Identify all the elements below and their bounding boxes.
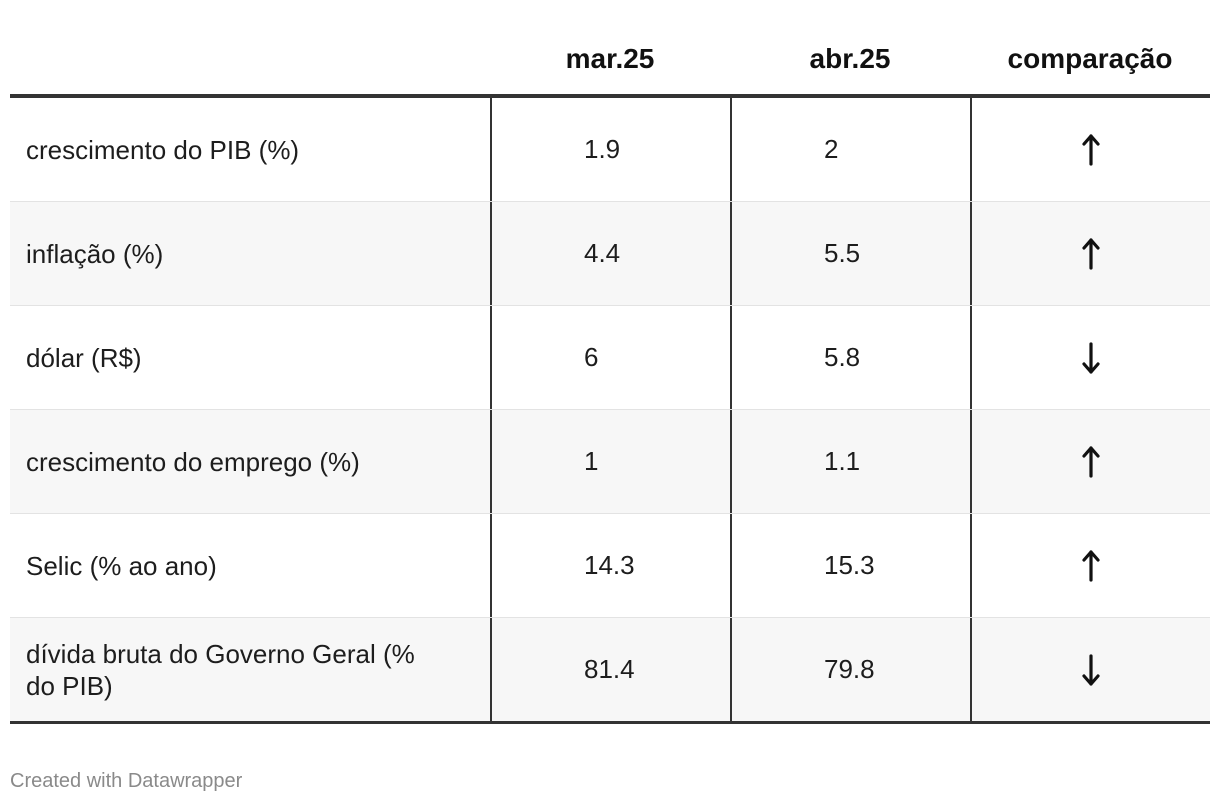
header-label-column — [10, 30, 490, 94]
cell-mar25: 14.3 — [490, 514, 730, 617]
cell-abr25: 79.8 — [730, 618, 970, 721]
arrow-up-icon — [1082, 549, 1100, 582]
table-row: inflação (%) 4.4 5.5 — [10, 202, 1210, 306]
value-mar25: 1.9 — [584, 134, 621, 164]
arrow-up-icon — [1082, 133, 1100, 166]
arrow-down-icon — [1082, 653, 1100, 686]
row-label: dívida bruta do Governo Geral (% do PIB) — [26, 638, 415, 701]
value-mar25: 14.3 — [584, 550, 635, 580]
header-comparacao: comparação — [1007, 43, 1173, 74]
table-row: dólar (R$) 6 5.8 — [10, 306, 1210, 410]
arrow-up-icon — [1082, 445, 1100, 478]
header-abr25: abr.25 — [809, 43, 891, 74]
cell-abr25: 1.1 — [730, 410, 970, 513]
cell-mar25: 1.9 — [490, 98, 730, 201]
value-abr25: 2 — [824, 134, 839, 164]
cell-abr25: 15.3 — [730, 514, 970, 617]
row-label: crescimento do emprego (%) — [26, 446, 360, 477]
header-mar25: mar.25 — [565, 43, 655, 74]
value-abr25: 5.8 — [824, 342, 861, 372]
value-abr25: 15.3 — [824, 550, 875, 580]
value-abr25: 79.8 — [824, 654, 875, 684]
row-label: crescimento do PIB (%) — [26, 134, 300, 165]
arrow-down-icon — [1082, 341, 1100, 374]
row-label: inflação (%) — [26, 238, 164, 269]
value-abr25: 1.1 — [824, 446, 861, 476]
cell-comparacao — [970, 410, 1210, 513]
table-body: crescimento do PIB (%) 1.9 2 inflação (%) 4.… — [10, 98, 1210, 724]
cell-comparacao — [970, 514, 1210, 617]
cell-comparacao — [970, 618, 1210, 721]
cell-mar25: 81.4 — [490, 618, 730, 721]
data-table: mar.25 abr.25 comparação crescimento do … — [10, 30, 1210, 724]
cell-comparacao — [970, 306, 1210, 409]
cell-comparacao — [970, 202, 1210, 305]
table-row: dívida bruta do Governo Geral (% do PIB)… — [10, 618, 1210, 724]
table-row: Selic (% ao ano) 14.3 15.3 — [10, 514, 1210, 618]
cell-abr25: 5.8 — [730, 306, 970, 409]
table-row: crescimento do PIB (%) 1.9 2 — [10, 98, 1210, 202]
table-header: mar.25 abr.25 comparação — [10, 30, 1210, 98]
row-label: Selic (% ao ano) — [26, 550, 217, 581]
cell-abr25: 2 — [730, 98, 970, 201]
cell-comparacao — [970, 98, 1210, 201]
cell-mar25: 1 — [490, 410, 730, 513]
credit-text: Created with Datawrapper — [10, 770, 243, 792]
value-mar25: 81.4 — [584, 654, 635, 684]
cell-mar25: 6 — [490, 306, 730, 409]
table-row: crescimento do emprego (%) 1 1.1 — [10, 410, 1210, 514]
value-mar25: 6 — [584, 342, 599, 372]
cell-mar25: 4.4 — [490, 202, 730, 305]
value-mar25: 4.4 — [584, 238, 621, 268]
arrow-up-icon — [1082, 237, 1100, 270]
cell-abr25: 5.5 — [730, 202, 970, 305]
row-label: dólar (R$) — [26, 342, 142, 373]
value-abr25: 5.5 — [824, 238, 861, 268]
value-mar25: 1 — [584, 446, 599, 476]
